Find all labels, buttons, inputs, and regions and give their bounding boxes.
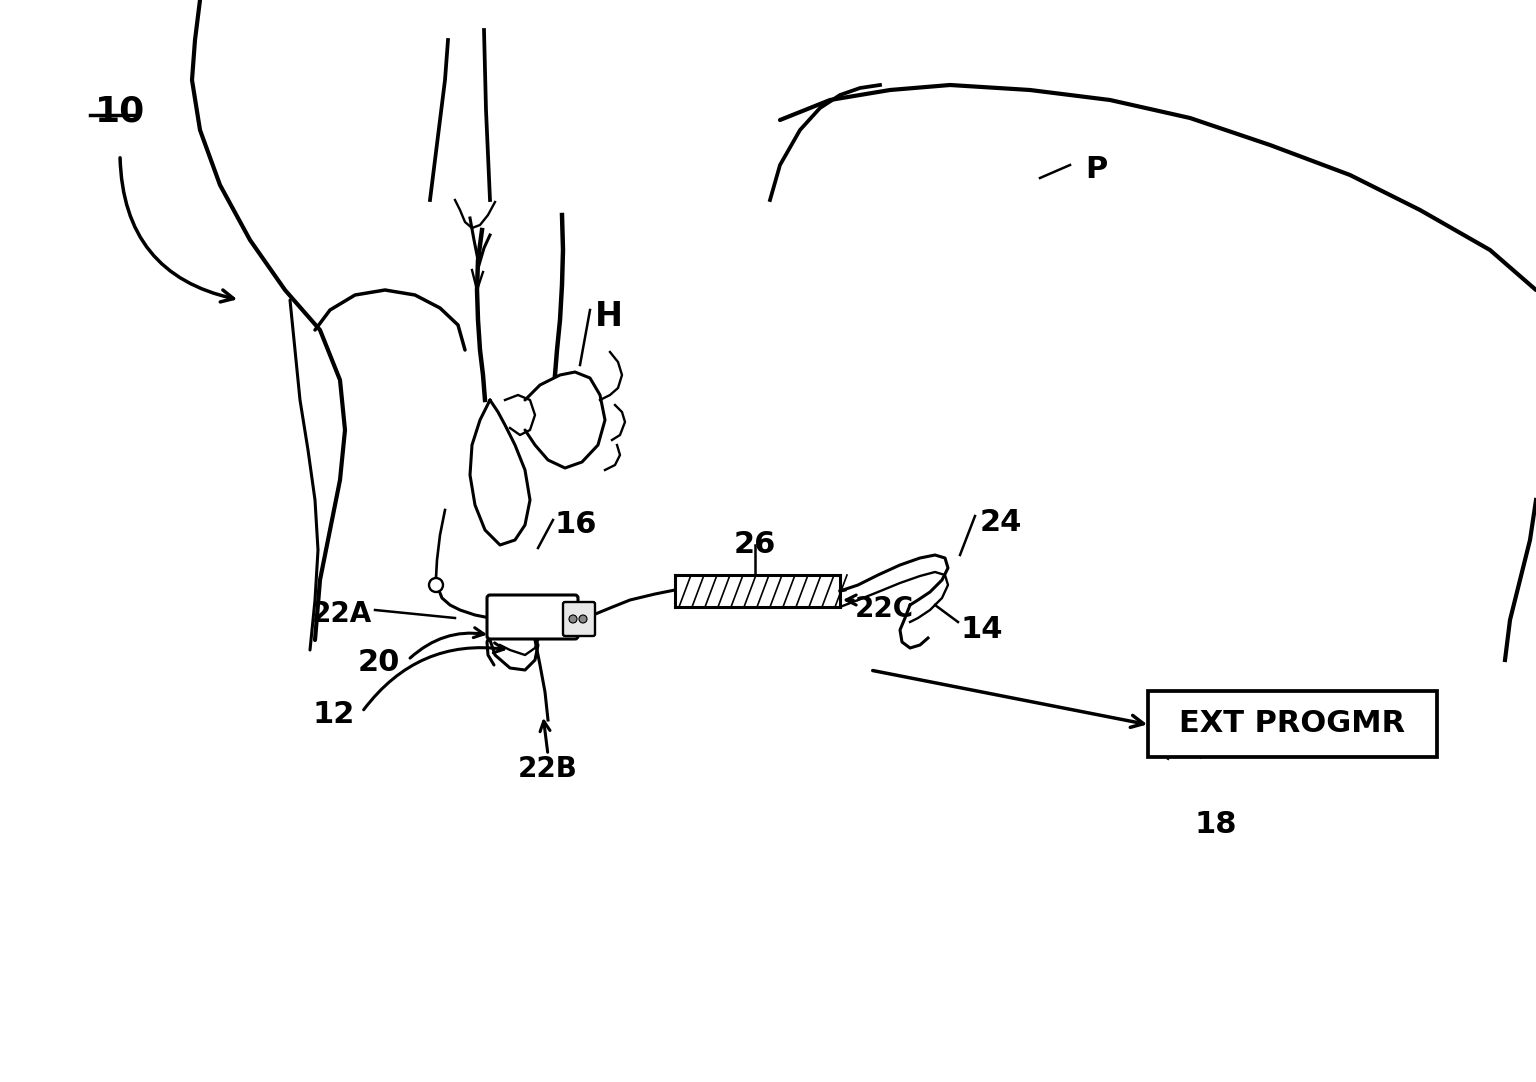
Text: P: P	[1084, 155, 1107, 184]
Text: 26: 26	[734, 530, 776, 559]
Text: 22B: 22B	[518, 755, 578, 783]
Text: H: H	[594, 300, 624, 333]
Circle shape	[429, 578, 442, 592]
Text: 24: 24	[980, 509, 1023, 537]
Text: EXT PROGMR: EXT PROGMR	[1180, 710, 1405, 739]
Circle shape	[579, 615, 587, 623]
Text: 22C: 22C	[856, 595, 914, 623]
Text: 14: 14	[960, 615, 1003, 644]
Text: 12: 12	[313, 700, 355, 729]
FancyBboxPatch shape	[564, 602, 594, 636]
Text: 16: 16	[554, 510, 598, 539]
Circle shape	[568, 615, 578, 623]
Text: 20: 20	[358, 648, 399, 677]
Text: 18: 18	[1195, 810, 1238, 839]
FancyBboxPatch shape	[1147, 691, 1438, 757]
FancyBboxPatch shape	[487, 595, 578, 639]
Text: 10: 10	[95, 95, 146, 129]
Text: 22A: 22A	[312, 601, 372, 628]
